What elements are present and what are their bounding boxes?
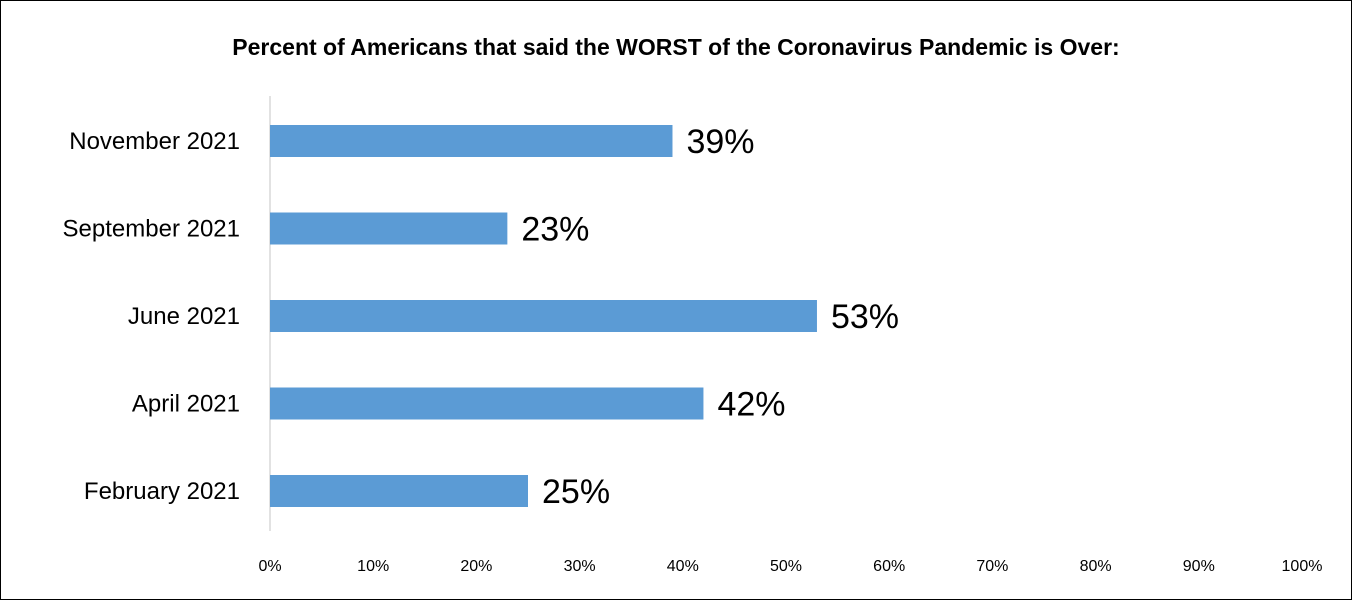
x-tick-label: 100% <box>1282 558 1323 575</box>
bar <box>270 387 704 420</box>
bars-group <box>270 125 817 507</box>
category-labels: November 2021 September 2021 June 2021 Apri… <box>63 128 240 505</box>
data-label: 23% <box>521 211 589 249</box>
x-tick-label: 50% <box>770 558 802 575</box>
data-label: 39% <box>686 123 754 161</box>
x-tick-label: 70% <box>976 558 1008 575</box>
x-tick-label: 10% <box>357 558 389 575</box>
data-labels: 39% 23% 53% 42% 25% <box>521 123 899 511</box>
x-tick-label: 60% <box>873 558 905 575</box>
x-tick-label: 90% <box>1183 558 1215 575</box>
data-label: 42% <box>717 386 785 424</box>
x-tick-label: 40% <box>667 558 699 575</box>
category-label: June 2021 <box>128 303 240 330</box>
bar <box>270 212 508 245</box>
category-label: February 2021 <box>84 478 240 505</box>
bar <box>270 125 673 157</box>
bar <box>270 475 528 507</box>
category-label: November 2021 <box>69 128 240 155</box>
chart-title: Percent of Americans that said the WORST… <box>232 34 1119 60</box>
x-tick-label: 20% <box>460 558 492 575</box>
x-axis-tick-labels: 0% 10% 20% 30% 40% 50% 60% 70% 80% 90% 100% <box>258 558 1322 575</box>
x-tick-label: 30% <box>564 558 596 575</box>
bar <box>270 300 817 332</box>
data-label: 25% <box>542 473 610 511</box>
x-tick-label: 0% <box>258 558 281 575</box>
category-label: April 2021 <box>132 391 240 418</box>
category-label: September 2021 <box>63 216 240 243</box>
data-label: 53% <box>831 298 899 336</box>
x-tick-label: 80% <box>1080 558 1112 575</box>
bar-chart: Percent of Americans that said the WORST… <box>63 34 1323 575</box>
